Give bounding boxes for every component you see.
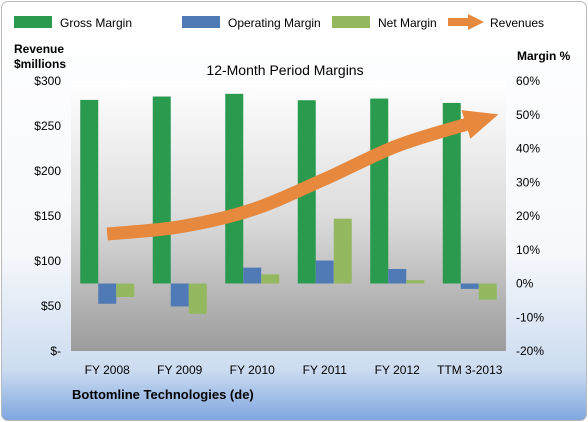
right-tick-label: 0%: [516, 277, 534, 291]
legend-arrow-icon: [468, 14, 484, 30]
revenues-point: [396, 145, 398, 147]
legend-swatch-operating-margin: [182, 16, 220, 28]
left-axis: $- $50 $100 $150 $200 $250 $300: [34, 74, 61, 358]
revenues-point: [179, 226, 181, 228]
category-label: FY 2011: [303, 363, 348, 377]
net-margin-bar: [116, 283, 135, 297]
gross-margin-bar: [152, 96, 171, 284]
left-tick-label: $50: [41, 299, 61, 313]
operating-margin-bar: [243, 267, 262, 284]
revenues-point: [106, 233, 108, 235]
legend-label-net-margin: Net Margin: [378, 16, 437, 30]
right-tick-label: 30%: [516, 175, 540, 189]
left-tick-label: $100: [34, 254, 61, 268]
left-tick-label: $-: [50, 344, 61, 358]
plot-area: [71, 81, 506, 351]
net-margin-bar: [406, 280, 425, 284]
revenues-point: [324, 178, 326, 180]
operating-margin-bar: [388, 268, 407, 284]
revenue-series: [106, 110, 499, 241]
legend-label-operating-margin: Operating Margin: [228, 16, 321, 30]
legend-label-gross-margin: Gross Margin: [60, 16, 132, 30]
net-margin-bar: [478, 283, 497, 300]
operating-margin-bar: [98, 283, 117, 304]
right-tick-label: 40%: [516, 142, 540, 156]
legend-label-revenues: Revenues: [490, 16, 544, 30]
category-label: FY 2008: [85, 363, 130, 377]
gross-margin-bar: [80, 99, 99, 284]
company-name: Bottomline Technologies (de): [72, 387, 254, 402]
legend-swatch-net-margin: [332, 16, 370, 28]
left-tick-label: $200: [34, 164, 61, 178]
left-tick-label: $250: [34, 119, 61, 133]
chart-title: 12-Month Period Margins: [206, 62, 363, 78]
gross-margin-bar: [442, 102, 461, 284]
bars: [80, 93, 497, 314]
revenues-line: [106, 110, 499, 241]
legend-item-gross-margin: Gross Margin: [14, 16, 132, 30]
legend: Gross Margin Operating Margin Net Margin…: [14, 14, 544, 30]
operating-margin-bar: [170, 283, 189, 307]
revenues-point: [469, 122, 471, 124]
net-margin-bar: [261, 274, 280, 284]
category-axis: FY 2008 FY 2009 FY 2010 FY 2011 FY 2012 TTM 3…: [85, 363, 503, 377]
net-margin-bar: [333, 218, 352, 284]
legend-item-net-margin: Net Margin: [332, 16, 437, 30]
right-tick-label: -20%: [516, 344, 544, 358]
category-label: FY 2012: [375, 363, 420, 377]
legend-item-operating-margin: Operating Margin: [182, 16, 321, 30]
revenues-point: [251, 209, 253, 211]
category-label: FY 2009: [157, 363, 202, 377]
gross-margin-bar: [370, 98, 389, 284]
left-axis-title-line2: $millions: [14, 57, 66, 71]
right-tick-label: 50%: [516, 108, 540, 122]
operating-margin-bar: [315, 260, 334, 284]
right-tick-label: 20%: [516, 209, 540, 223]
category-label: FY 2010: [230, 363, 275, 377]
right-tick-label: -10%: [516, 310, 544, 324]
legend-swatch-gross-margin: [14, 16, 52, 28]
left-axis-title-line1: Revenue: [14, 42, 64, 56]
operating-margin-bar: [460, 283, 479, 289]
net-margin-bar: [188, 283, 207, 314]
right-axis: -20% -10% 0% 10% 20% 30% 40% 50% 60%: [516, 74, 544, 358]
legend-item-revenues: Revenues: [448, 14, 544, 30]
left-tick-label: $300: [34, 74, 61, 88]
left-tick-label: $150: [34, 209, 61, 223]
right-tick-label: 60%: [516, 74, 540, 88]
gross-margin-bar: [225, 93, 244, 284]
right-tick-label: 10%: [516, 243, 540, 257]
right-axis-title: Margin %: [517, 49, 571, 63]
category-label: TTM 3-2013: [437, 363, 503, 377]
